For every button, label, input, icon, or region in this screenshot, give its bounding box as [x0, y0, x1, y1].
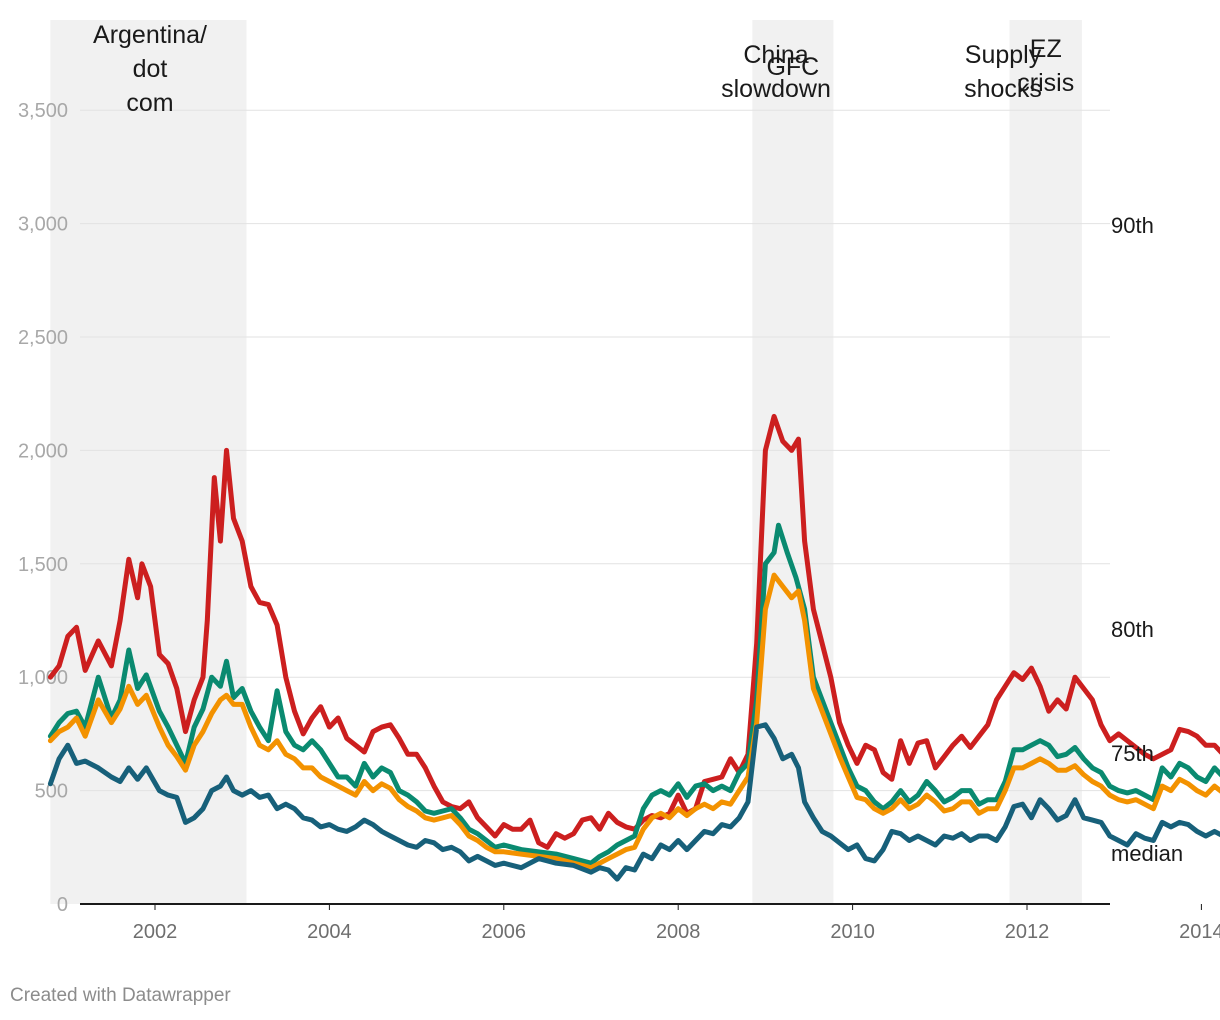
shaded-band-2 — [1009, 20, 1082, 904]
period-label: China — [743, 41, 808, 69]
period-label: slowdown — [721, 75, 831, 103]
series-labels: 90th 80th 75th median — [1111, 213, 1183, 866]
series-line-90th — [47, 413, 1220, 850]
period-label: Argentina/ — [93, 21, 207, 49]
period-label: dot — [133, 55, 168, 83]
x-tick-label: 2014 — [1179, 921, 1220, 943]
x-tick-label: 2006 — [482, 921, 527, 943]
y-tick-label: 2,500 — [18, 327, 68, 349]
shaded-periods — [50, 20, 1082, 904]
series-line-75th — [47, 572, 1220, 871]
period-label: GFC — [766, 53, 819, 81]
period-label: com — [126, 89, 173, 117]
period-label: shocks — [964, 75, 1042, 103]
y-tick-label: 500 — [35, 781, 68, 803]
y-tick-label: 2,000 — [18, 440, 68, 462]
x-tick-label: 2012 — [1005, 921, 1050, 943]
y-axis: 0 500 1,000 1,500 2,000 2,500 3,000 3,500 — [18, 100, 68, 916]
series-line-80th — [47, 522, 1220, 866]
y-tick-label: 3,500 — [18, 100, 68, 122]
series-label-median: median — [1111, 841, 1183, 866]
y-tick-label: 0 — [57, 894, 68, 916]
period-label: Supply — [965, 41, 1042, 69]
series-label-75th: 75th — [1111, 741, 1154, 766]
series-line-median — [47, 722, 1220, 882]
x-tick-label: 2004 — [307, 921, 352, 943]
y-tick-label: 1,000 — [18, 667, 68, 689]
period-label: crisis — [1017, 69, 1074, 97]
y-tick-label: 1,500 — [18, 554, 68, 576]
period-labels: Argentina/dot com GFC EZ crisis China slowdown… — [93, 21, 1074, 117]
y-tick-label: 3,000 — [18, 214, 68, 236]
series-lines — [47, 413, 1220, 882]
x-axis: 2002200420062008201020122014201620182020… — [133, 904, 1220, 943]
datawrapper-credit: Created with Datawrapper — [10, 985, 231, 1006]
series-label-90th: 90th — [1111, 213, 1154, 238]
x-tick-label: 2010 — [830, 921, 875, 943]
series-label-80th: 80th — [1111, 617, 1154, 642]
shaded-band-0 — [50, 20, 247, 904]
x-tick-label: 2008 — [656, 921, 701, 943]
x-tick-label: 2002 — [133, 921, 178, 943]
period-label: EZ — [1030, 35, 1062, 63]
